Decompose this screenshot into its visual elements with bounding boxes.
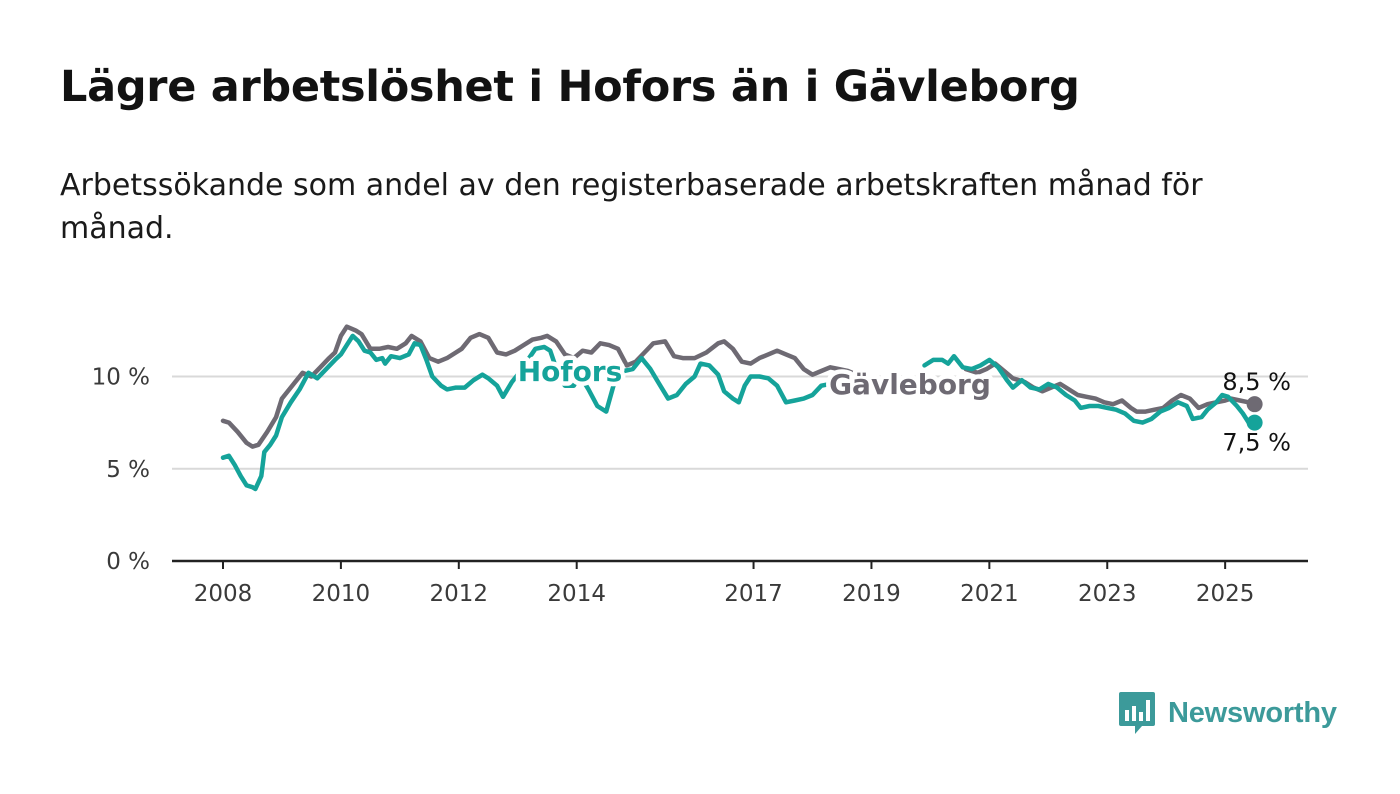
x-tick-label: 2010 — [312, 581, 371, 607]
x-tick-label: 2025 — [1196, 581, 1255, 607]
x-tick-label: 2008 — [194, 581, 253, 607]
gridlines — [172, 375, 1308, 470]
series-label-gavleborg: Gävleborg — [829, 368, 991, 401]
series-line-gavleborg — [220, 324, 865, 449]
series-line-hofors — [922, 353, 1257, 425]
end-value-label-hofors: 7,5 % — [1222, 429, 1291, 457]
x-tick-label: 2023 — [1078, 581, 1137, 607]
x-tick-label: 2012 — [430, 581, 489, 607]
series-labels: 8,5 % 7,5 % Hofors Gävleborg — [513, 351, 1291, 457]
x-tick-label: 2017 — [724, 581, 783, 607]
bar-chart-speech-bubble-icon — [1119, 692, 1155, 734]
brand-name: Newsworthy — [1168, 696, 1337, 729]
x-axis-ticks: 2008 2010 2012 2014 2017 2019 2021 2023 2025 — [194, 561, 1255, 607]
x-tick-label: 2014 — [547, 581, 606, 607]
series-label-hofors: Hofors — [518, 355, 623, 388]
y-tick-label: 0 % — [106, 549, 150, 575]
y-tick-label: 5 % — [106, 457, 150, 483]
series-lines — [220, 324, 1263, 492]
x-tick-label: 2019 — [842, 581, 901, 607]
endpoint-marker-hofors — [1246, 414, 1263, 431]
brand-logo: Newsworthy — [1118, 690, 1337, 736]
y-tick-label: 10 % — [92, 365, 150, 391]
y-axis-ticks: 0 % 5 % 10 % — [92, 365, 150, 576]
x-tick-label: 2021 — [960, 581, 1019, 607]
series-line-hofors — [220, 333, 848, 492]
chart-subtitle: Arbetssökande som andel av den registerb… — [60, 168, 1203, 246]
end-value-label-gavleborg: 8,5 % — [1222, 368, 1291, 396]
endpoint-marker-gavleborg — [1246, 396, 1263, 413]
chart-title: Lägre arbetslöshet i Hofors än i Gävlebo… — [60, 62, 1080, 112]
